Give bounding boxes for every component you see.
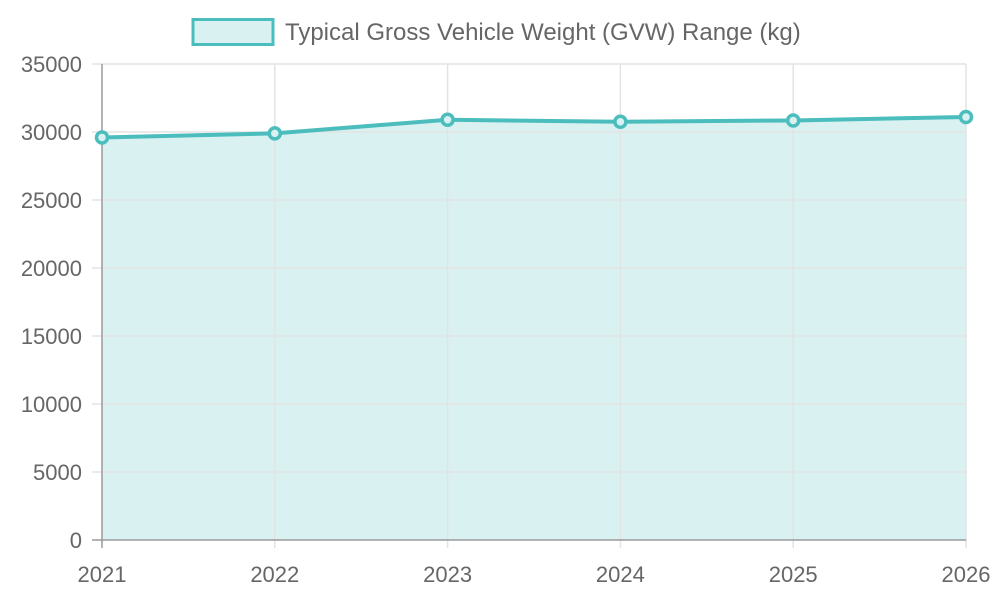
series-line bbox=[101, 115, 967, 140]
data-point bbox=[440, 112, 455, 128]
grid-layer bbox=[92, 63, 967, 548]
x-tick-label: 2024 bbox=[596, 562, 645, 587]
y-tick-label: 25000 bbox=[21, 188, 82, 213]
x-tick-label: 2022 bbox=[250, 562, 299, 587]
y-tick-label: 0 bbox=[70, 528, 82, 553]
point-layer bbox=[94, 109, 974, 145]
y-tick-label: 30000 bbox=[21, 120, 82, 145]
data-point bbox=[785, 113, 801, 128]
x-tick-label: 2026 bbox=[942, 562, 991, 587]
data-point bbox=[613, 114, 628, 130]
y-tick-label: 5000 bbox=[33, 460, 82, 485]
label-layer: 0 5000 10000 15000 20000 25000 30000 35000 2021 2… bbox=[21, 52, 991, 587]
data-point bbox=[267, 126, 283, 141]
line-layer bbox=[101, 115, 967, 140]
area-layer bbox=[102, 117, 966, 540]
x-tick-label: 2021 bbox=[78, 562, 127, 587]
data-point bbox=[958, 109, 974, 125]
legend-swatch bbox=[191, 18, 275, 46]
y-tick-label: 20000 bbox=[21, 256, 82, 281]
data-point bbox=[94, 130, 110, 145]
y-tick-label: 10000 bbox=[21, 392, 82, 417]
y-tick-label: 15000 bbox=[21, 324, 82, 349]
legend[interactable]: Typical Gross Vehicle Weight (GVW) Range… bbox=[191, 18, 801, 46]
legend-label: Typical Gross Vehicle Weight (GVW) Range… bbox=[285, 19, 801, 46]
x-tick-label: 2025 bbox=[769, 562, 818, 587]
x-tick-label: 2023 bbox=[423, 562, 472, 587]
series-area-fill bbox=[102, 117, 966, 540]
y-tick-label: 35000 bbox=[21, 52, 82, 77]
